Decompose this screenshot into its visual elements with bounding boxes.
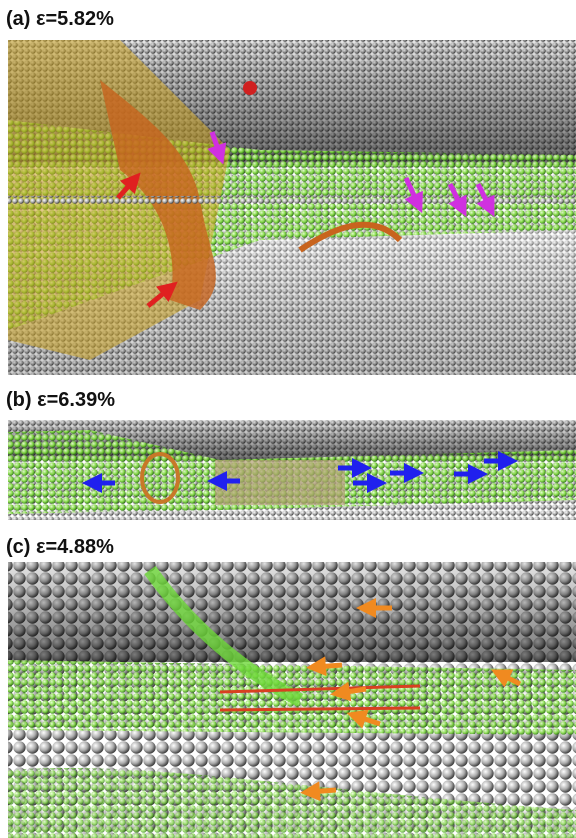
arrow [300, 781, 337, 802]
loop [140, 452, 180, 504]
panel-label: (c) ε=4.88% [6, 536, 114, 558]
arrow [491, 669, 522, 688]
arrow [447, 182, 467, 217]
panel-label: (b) ε=6.39% [6, 389, 115, 411]
dislocation [100, 80, 216, 310]
arrow [146, 281, 178, 308]
shade [8, 562, 576, 662]
panel-a-image [8, 40, 576, 375]
arrow [330, 681, 367, 702]
nanowire [8, 196, 576, 204]
arrow [116, 172, 141, 200]
cluster [243, 81, 257, 95]
dislocation [219, 706, 421, 712]
arrow [475, 182, 495, 217]
arrow [306, 656, 343, 677]
arrow [207, 131, 227, 165]
arrow [403, 176, 423, 214]
panel-b-image [8, 420, 576, 520]
panel-c-image [8, 562, 576, 838]
panel-label: (a) ε=5.82% [6, 8, 114, 30]
arrow [346, 709, 381, 729]
green-atoms [144, 565, 304, 707]
dislocation [219, 684, 421, 694]
green-region [8, 768, 576, 838]
dislocation [298, 221, 403, 253]
